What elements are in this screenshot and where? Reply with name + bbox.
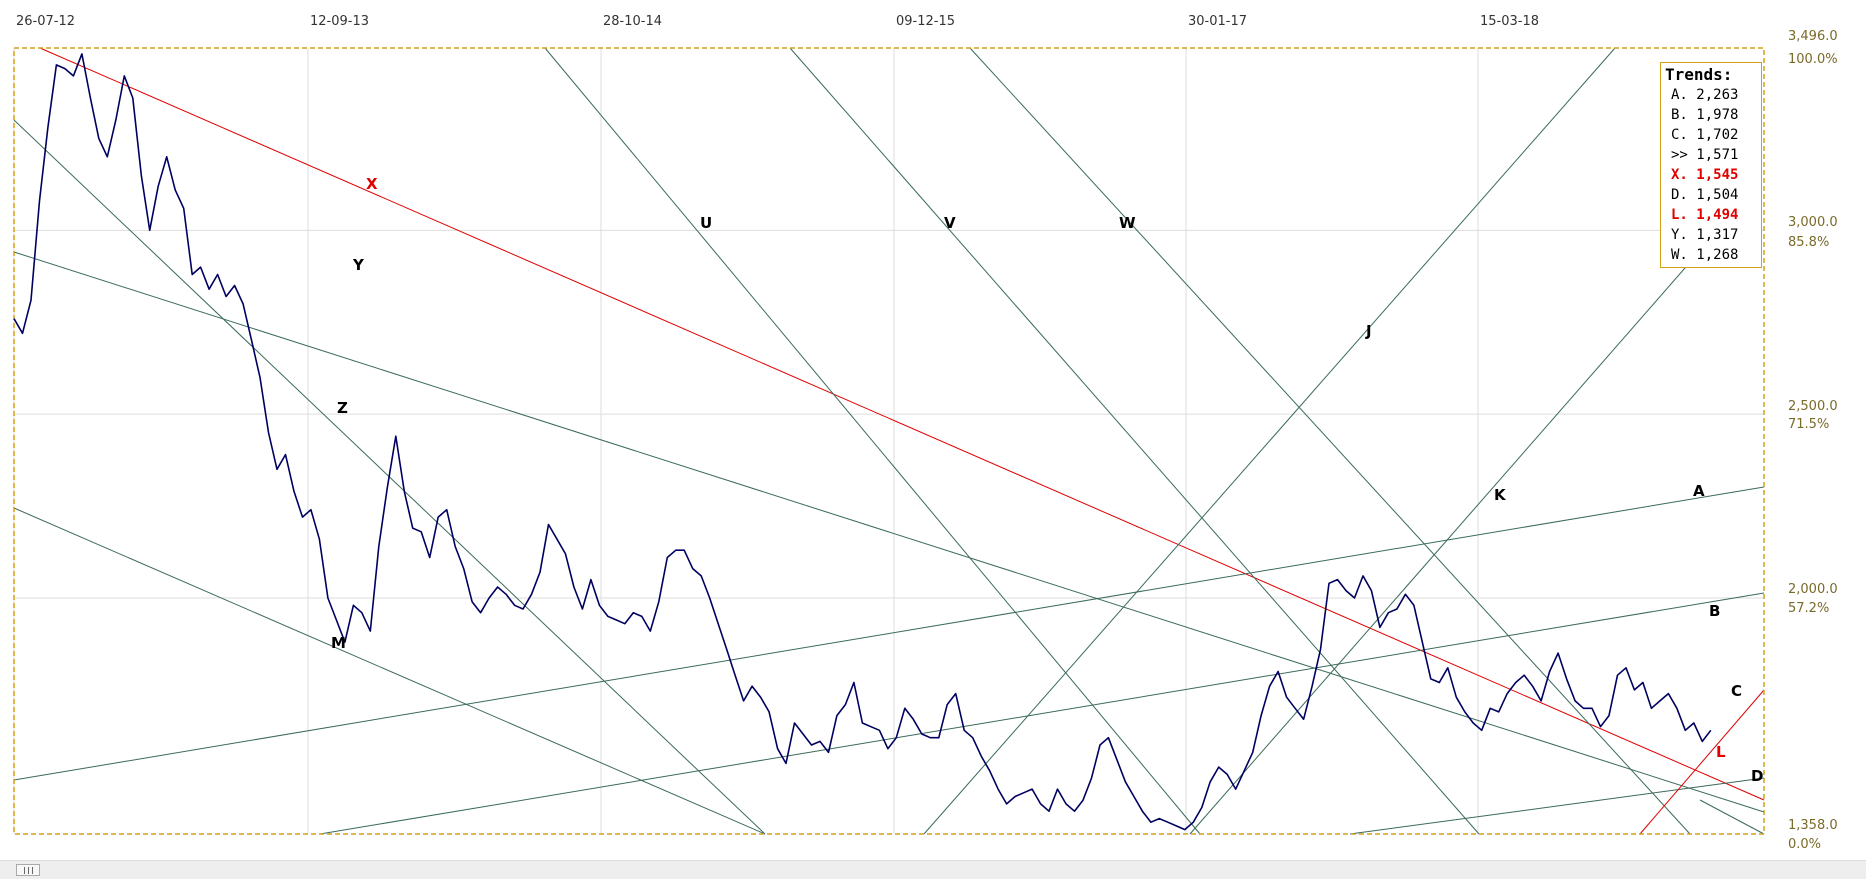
x-tick-label: 12-09-13 <box>310 14 369 29</box>
x-axis: 26-07-12 12-09-13 28-10-14 09-12-15 30-01-17… <box>16 14 1539 29</box>
trend-line <box>923 47 1616 835</box>
trend-labels: X Y Z M U V W J K A B C D L <box>331 175 1763 785</box>
legend-item: B. 1,978 <box>1671 107 1739 123</box>
trend-lines <box>13 47 1765 835</box>
y-percent-label: 0.0% <box>1788 837 1821 852</box>
trends-legend: Trends: A. 2,263 B. 1,978 C. 1,702 >> 1,571… <box>1660 62 1762 268</box>
plot-frame <box>13 47 1765 835</box>
trend-label-y: Y <box>352 256 365 274</box>
trend-line <box>13 486 1765 781</box>
trend-line <box>1639 689 1765 835</box>
trend-line <box>13 251 1765 813</box>
trend-line <box>319 592 1765 835</box>
trend-label-d: D <box>1751 767 1763 785</box>
trend-label-b: B <box>1709 602 1720 620</box>
legend-item: L. 1,494 <box>1671 207 1739 223</box>
legend-item: C. 1,702 <box>1671 127 1739 143</box>
legend-item: X. 1,545 <box>1671 167 1739 183</box>
trend-line <box>39 47 1765 801</box>
y-price-label: 3,496.0 <box>1788 29 1838 44</box>
trend-line <box>1699 799 1765 835</box>
legend-item: D. 1,504 <box>1671 187 1739 203</box>
x-tick-label: 26-07-12 <box>16 14 75 29</box>
y-percent-label: 71.5% <box>1788 417 1829 432</box>
stock-chart: X Y Z M U V W J K A B C D L 26-07-12 12-09-13 28-10-14 0… <box>0 0 1866 860</box>
trend-label-u: U <box>700 214 712 232</box>
y-percent-label: 100.0% <box>1788 52 1838 67</box>
trend-label-v: V <box>944 214 956 232</box>
trend-line <box>13 507 766 835</box>
legend-item: >> 1,571 <box>1671 147 1739 163</box>
trend-label-w: W <box>1119 214 1136 232</box>
legend-item: A. 2,263 <box>1671 87 1739 103</box>
trend-line <box>1189 259 1693 835</box>
trend-label-l: L <box>1716 743 1726 761</box>
trend-label-k: K <box>1494 486 1507 504</box>
trend-line <box>789 47 1480 835</box>
price-line <box>13 53 1712 831</box>
y-axis: 3,496.0 100.0% 3,000.0 85.8% 2,500.0 71.5% 2,0… <box>1788 29 1838 852</box>
legend-rows: A. 2,263 B. 1,978 C. 1,702 >> 1,571 X. 1,545… <box>1665 85 1757 265</box>
scroll-thumb[interactable] <box>16 864 40 876</box>
chart-background <box>0 0 1866 860</box>
horizontal-scrollbar[interactable] <box>0 860 1866 879</box>
trend-label-x: X <box>366 175 378 193</box>
x-tick-label: 15-03-18 <box>1480 14 1539 29</box>
legend-title: Trends: <box>1665 65 1733 84</box>
trend-line <box>544 47 1201 835</box>
grid-lines <box>13 48 1764 834</box>
y-price-label: 1,358.0 <box>1788 818 1838 833</box>
x-tick-label: 30-01-17 <box>1188 14 1247 29</box>
trend-line <box>969 47 1691 835</box>
trend-label-j: J <box>1365 322 1372 340</box>
y-price-label: 3,000.0 <box>1788 215 1838 230</box>
trend-line <box>1349 777 1765 835</box>
trend-label-a: A <box>1693 482 1705 500</box>
y-percent-label: 57.2% <box>1788 601 1829 616</box>
x-tick-label: 09-12-15 <box>896 14 955 29</box>
legend-item: W. 1,268 <box>1671 247 1739 263</box>
trend-label-z: Z <box>337 399 348 417</box>
y-price-label: 2,000.0 <box>1788 582 1838 597</box>
trend-label-c: C <box>1731 682 1742 700</box>
trend-label-m: M <box>331 634 346 652</box>
y-price-label: 2,500.0 <box>1788 399 1838 414</box>
legend-item: Y. 1,317 <box>1671 227 1739 243</box>
y-percent-label: 85.8% <box>1788 235 1829 250</box>
price-series <box>13 53 1712 831</box>
x-tick-label: 28-10-14 <box>603 14 662 29</box>
